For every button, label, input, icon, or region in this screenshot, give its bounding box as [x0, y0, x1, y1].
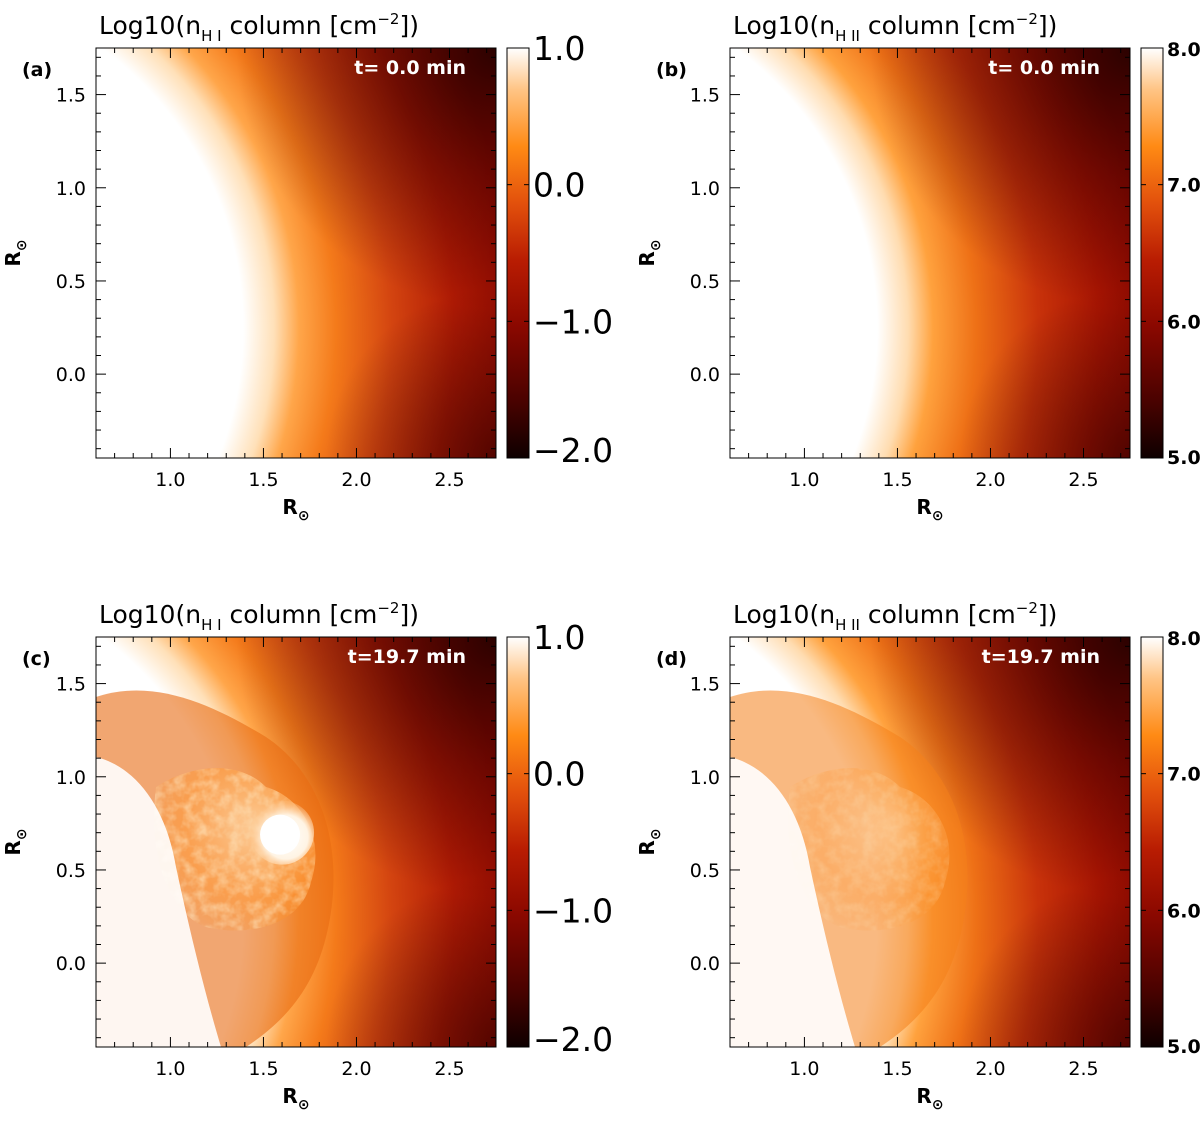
panel-title: Log10(nH II column [cm−2]) — [733, 599, 1057, 634]
y-tick-label: 1.0 — [56, 178, 86, 200]
heatmap-image: 1.0 1.5 2.0 2.5 1.5 1.0 0.5 0.0 (b) t= 0.0 min R⊙ R… — [635, 47, 1131, 524]
heatmap-corner-shading-lower — [96, 48, 496, 458]
colorbar-tick-label: 8.0 — [1167, 39, 1200, 61]
colorbar-tick-label: −1.0 — [533, 302, 613, 341]
y-tick-label: 0.0 — [56, 364, 86, 386]
x-tick-label: 2.5 — [1068, 1058, 1098, 1080]
colorbar-tick-label: 6.0 — [1167, 900, 1200, 922]
y-tick-label: 1.0 — [690, 178, 720, 200]
colorbar: 8.0 7.0 6.0 5.0 — [1140, 39, 1200, 469]
x-tick-label: 1.0 — [155, 1058, 185, 1080]
y-tick-label: 1.0 — [56, 767, 86, 789]
x-axis-label: R⊙ — [282, 495, 309, 524]
y-axis-label: R⊙ — [635, 239, 664, 266]
x-tick-label: 2.5 — [434, 469, 464, 491]
x-tick-label: 1.5 — [882, 1058, 912, 1080]
x-tick-label: 2.0 — [341, 469, 371, 491]
y-tick-label: 1.0 — [690, 767, 720, 789]
x-tick-label: 1.5 — [248, 1058, 278, 1080]
colorbar-tick-label: 5.0 — [1167, 1036, 1200, 1058]
y-tick-label: 0.5 — [690, 860, 720, 882]
y-tick-label: 0.5 — [56, 860, 86, 882]
panel-letter: (d) — [656, 648, 687, 670]
panel-b: Log10(nH II column [cm−2])1.0 1.5 2.0 2.51.… — [635, 10, 1200, 524]
colorbar-tick-label: 6.0 — [1167, 311, 1200, 333]
x-axis-label: R⊙ — [916, 495, 943, 524]
x-tick-label: 2.0 — [341, 1058, 371, 1080]
panel-title: Log10(nH I column [cm−2]) — [99, 10, 419, 45]
heatmap-corner-shading-lower — [730, 48, 1130, 458]
panel-letter: (c) — [22, 648, 51, 670]
x-tick-label: 2.0 — [975, 469, 1005, 491]
y-tick-label: 0.5 — [56, 271, 86, 293]
panel-title: Log10(nH II column [cm−2]) — [733, 10, 1057, 45]
plot-frame — [729, 636, 1131, 1048]
plot-frame — [95, 636, 497, 1048]
colorbar-gradient — [1140, 636, 1164, 1048]
bright-blob-core — [260, 814, 301, 855]
colorbar-gradient — [506, 47, 530, 459]
plot-frame — [729, 47, 1131, 459]
y-tick-label: 1.5 — [56, 85, 86, 107]
panel-a: Log10(nH I column [cm−2]) 1.0 1.5 2.0 2.5 1.5… — [1, 10, 613, 524]
x-tick-label: 2.5 — [434, 1058, 464, 1080]
panel-d: Log10(nH II column [cm−2])1.0 1.5 2.0 2.51.… — [635, 599, 1200, 1113]
colorbar-tick-label: 0.0 — [533, 166, 585, 205]
x-tick-label: 1.0 — [155, 469, 185, 491]
time-label: t= 0.0 min — [988, 57, 1100, 79]
colorbar-tick-label: 8.0 — [1167, 628, 1200, 650]
y-tick-label: 0.0 — [690, 953, 720, 975]
colorbar-gradient — [506, 636, 530, 1048]
colorbar: 8.0 7.0 6.0 5.0 — [1140, 628, 1200, 1058]
y-tick-label: 1.5 — [690, 674, 720, 696]
panel-letter: (a) — [22, 59, 52, 81]
y-tick-label: 0.0 — [56, 953, 86, 975]
y-tick-label: 0.5 — [690, 271, 720, 293]
limb-region — [730, 757, 855, 1047]
colorbar-tick-label: 1.0 — [533, 618, 585, 657]
y-axis-label: R⊙ — [1, 828, 30, 855]
time-label: t= 0.0 min — [354, 57, 466, 79]
y-axis-label: R⊙ — [635, 828, 664, 855]
x-tick-label: 1.5 — [248, 469, 278, 491]
y-tick-label: 1.5 — [56, 674, 86, 696]
colorbar-gradient — [1140, 47, 1164, 459]
x-tick-label: 1.0 — [789, 1058, 819, 1080]
y-axis-label: R⊙ — [1, 239, 30, 266]
heatmap-image: 1.0 1.5 2.0 2.5 1.5 1.0 0.5 0.0 (a) t= 0.0 min R⊙ R… — [1, 47, 497, 524]
panel-title: Log10(nH I column [cm−2]) — [99, 599, 419, 634]
panel-letter: (b) — [656, 59, 687, 81]
colorbar-tick-label: 7.0 — [1167, 175, 1200, 197]
x-tick-label: 1.0 — [789, 469, 819, 491]
panels-group: Log10(nH I column [cm−2]) 1.0 1.5 2.0 2.5 1.5… — [1, 10, 1200, 1113]
limb-region — [96, 757, 221, 1047]
colorbar-tick-label: −2.0 — [533, 1020, 613, 1059]
panel-c: Log10(nH I column [cm−2]) 1.0 1.5 2.0 2.5 1.5… — [1, 599, 613, 1113]
x-tick-label: 2.5 — [1068, 469, 1098, 491]
plot-frame — [95, 47, 497, 459]
colorbar: 1.0 0.0 −1.0 −2.0 — [506, 618, 613, 1059]
x-tick-label: 2.0 — [975, 1058, 1005, 1080]
y-tick-label: 1.5 — [690, 85, 720, 107]
colorbar-tick-label: −2.0 — [533, 431, 613, 470]
colorbar-tick-label: 0.0 — [533, 755, 585, 794]
colorbar-tick-label: 5.0 — [1167, 447, 1200, 469]
x-tick-label: 1.5 — [882, 469, 912, 491]
x-axis-label: R⊙ — [916, 1084, 943, 1113]
x-axis-label: R⊙ — [282, 1084, 309, 1113]
heatmap-image: 1.0 1.5 2.0 2.5 1.5 1.0 0.5 0.0 (d) t=19.7 min R⊙ R… — [635, 636, 1131, 1113]
time-label: t=19.7 min — [982, 646, 1100, 668]
colorbar-tick-label: −1.0 — [533, 891, 613, 930]
colorbar-tick-label: 1.0 — [533, 29, 585, 68]
heatmap-image: 1.0 1.5 2.0 2.5 1.5 1.0 0.5 0.0 (c) t=19.7 min R⊙ R… — [1, 636, 497, 1113]
time-label: t=19.7 min — [348, 646, 466, 668]
colorbar-tick-label: 7.0 — [1167, 764, 1200, 786]
y-tick-label: 0.0 — [690, 364, 720, 386]
colorbar: 1.0 0.0 −1.0 −2.0 — [506, 29, 613, 470]
